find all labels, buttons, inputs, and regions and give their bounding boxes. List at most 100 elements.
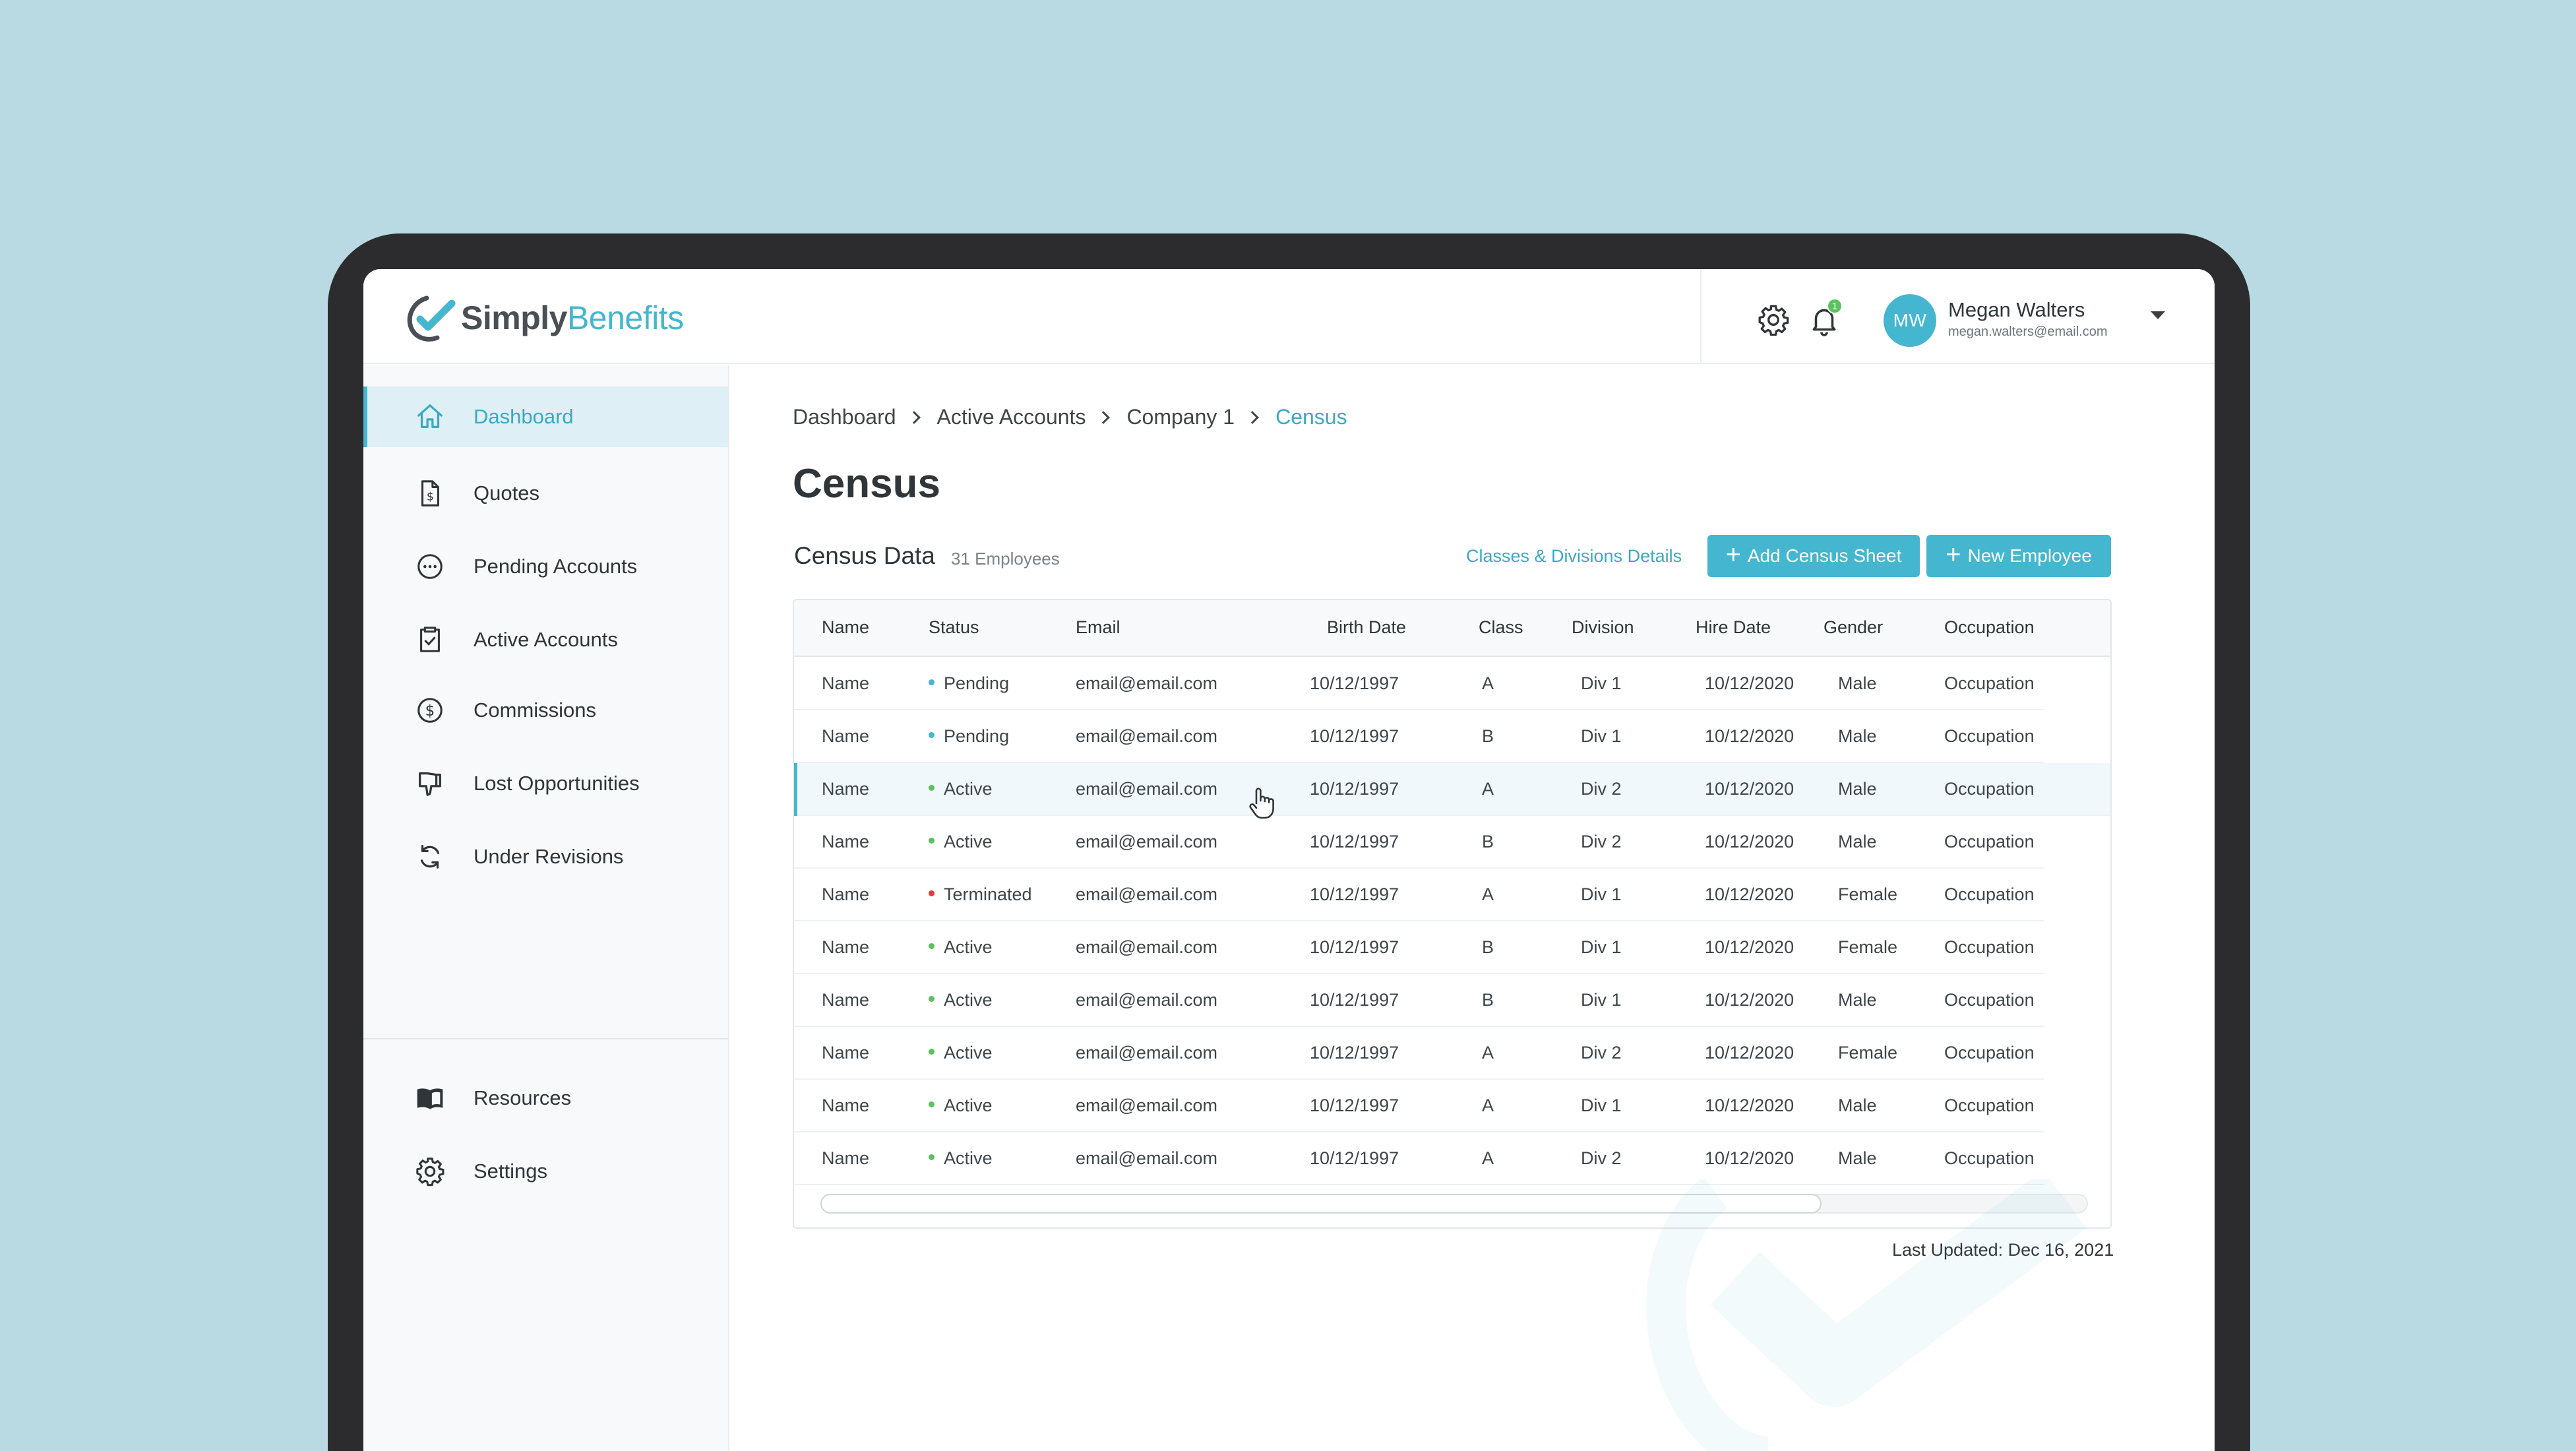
breadcrumb-company[interactable]: Company 1 [1126,405,1235,429]
cell-class: A [1482,1148,1494,1168]
cell-email: email@email.com [1076,1148,1217,1168]
status-label: Active [944,779,993,799]
cell-class: A [1482,1096,1494,1115]
cell-hire-date: 10/12/2020 [1705,726,1794,746]
sidebar-item-dashboard[interactable]: Dashboard [363,386,728,447]
logo-simply: Simply [461,299,567,336]
cell-occupation: Occupation [1944,1096,2035,1115]
cell-gender: Female [1838,937,1898,957]
column-header-status[interactable]: Status [929,617,979,637]
sidebar-item-label: Resources [474,1086,572,1109]
cell-hire-date: 10/12/2020 [1705,832,1794,851]
cell-occupation: Occupation [1944,937,2035,957]
column-header-hire-date[interactable]: Hire Date [1696,617,1771,637]
column-header-name[interactable]: Name [822,617,870,637]
cell-division: Div 1 [1581,1096,1622,1115]
cell-birth-date: 10/12/1997 [1310,990,1399,1010]
cell-division: Div 1 [1581,884,1622,904]
sidebar-item-commissions[interactable]: $ Commissions [363,680,728,741]
table-row[interactable]: Name Active email@email.com 10/12/1997 A Div … [794,1080,2044,1132]
status-label: Terminated [944,884,1032,904]
chevron-right-icon [1246,410,1259,424]
document-dollar-icon: $ [421,480,439,507]
cell-class: B [1482,937,1494,957]
breadcrumb-active-accounts[interactable]: Active Accounts [936,405,1086,429]
add-census-sheet-button[interactable]: + Add Census Sheet [1707,535,1920,577]
table-row[interactable]: Name Active email@email.com 10/12/1997 B Div … [794,816,2044,869]
sidebar-item-under-revisions[interactable]: Under Revisions [363,826,728,887]
table-row[interactable]: Name Active email@email.com 10/12/1997 B Div … [794,974,2044,1027]
cell-gender: Male [1838,726,1877,746]
sidebar-item-quotes[interactable]: $ Quotes [363,463,728,524]
column-header-class[interactable]: Class [1479,617,1523,637]
cell-occupation: Occupation [1944,884,2035,904]
cell-birth-date: 10/12/1997 [1310,726,1399,746]
section-title: Census Data [794,542,935,569]
svg-text:$: $ [427,491,434,504]
column-header-division[interactable]: Division [1572,617,1634,637]
sidebar-item-label: Under Revisions [474,845,624,868]
cell-birth-date: 10/12/1997 [1310,1096,1399,1115]
table-row[interactable]: Name Pending email@email.com 10/12/1997 A Div… [794,658,2044,710]
logo-text: SimplyBenefits [461,299,684,337]
horizontal-scrollbar-thumb[interactable] [820,1194,1822,1214]
dots-circle-icon [417,554,443,579]
breadcrumb: Dashboard Active Accounts Company 1 Cens… [793,405,1347,429]
cell-birth-date: 10/12/1997 [1310,832,1399,851]
breadcrumb-dashboard[interactable]: Dashboard [793,405,896,429]
classes-divisions-link[interactable]: Classes & Divisions Details [1466,546,1682,566]
cell-email: email@email.com [1076,1043,1217,1063]
sidebar-item-label: Lost Opportunities [474,772,640,795]
cell-status: Pending [929,673,1009,694]
cell-hire-date: 10/12/2020 [1705,884,1794,904]
notification-bell-icon[interactable] [1808,303,1841,336]
cell-class: B [1482,990,1494,1010]
cell-email: email@email.com [1076,884,1217,904]
table-row[interactable]: Name Active email@email.com 10/12/1997 A Div … [794,763,2110,816]
sidebar-item-label: Commissions [474,698,597,722]
app-screen: SimplyBenefits 1 MW Megan Walters megan.… [363,269,2215,1451]
table-header: Name Status Email Birth Date Class Divis… [794,600,2110,657]
cell-name: Name [822,884,870,904]
sidebar-item-settings[interactable]: Settings [363,1141,728,1202]
sidebar-item-resources[interactable]: Resources [363,1068,728,1128]
cell-email: email@email.com [1076,673,1217,693]
user-menu-caret-icon[interactable] [2151,311,2165,319]
sidebar-item-label: Quotes [474,481,539,505]
logo[interactable]: SimplyBenefits [404,293,684,343]
cell-division: Div 1 [1581,673,1622,693]
new-employee-button[interactable]: + New Employee [1926,535,2111,577]
user-name[interactable]: Megan Walters [1948,298,2085,321]
plus-icon: + [1725,540,1741,569]
gear-icon [416,1158,445,1187]
table-row[interactable]: Name Active email@email.com 10/12/1997 B Div … [794,921,2044,974]
table-row[interactable]: Name Active email@email.com 10/12/1997 A Div … [794,1027,2044,1080]
top-header: SimplyBenefits 1 MW Megan Walters megan.… [363,269,2215,364]
cell-gender: Male [1838,832,1877,851]
cell-name: Name [822,779,870,799]
cell-gender: Male [1838,779,1877,799]
status-label: Pending [944,726,1010,746]
column-header-birth-date[interactable]: Birth Date [1327,617,1407,637]
column-header-occupation[interactable]: Occupation [1944,617,2035,637]
new-employee-label: New Employee [1967,545,2092,566]
avatar[interactable]: MW [1884,294,1936,347]
refresh-icon [420,845,440,869]
cell-email: email@email.com [1076,726,1217,746]
cell-birth-date: 10/12/1997 [1310,1148,1399,1168]
cell-class: A [1482,779,1494,799]
sidebar-item-active-accounts[interactable]: Active Accounts [363,609,728,670]
sidebar-item-lost-opportunities[interactable]: Lost Opportunities [363,753,728,814]
cell-status: Active [929,779,993,799]
table-row[interactable]: Name Terminated email@email.com 10/12/1997 A… [794,869,2044,921]
table-row[interactable]: Name Active email@email.com 10/12/1997 A Div … [794,1132,2044,1185]
cell-gender: Male [1838,990,1877,1010]
sidebar-item-pending-accounts[interactable]: Pending Accounts [363,536,728,597]
settings-gear-icon[interactable] [1757,303,1790,336]
cell-hire-date: 10/12/2020 [1705,673,1794,693]
table-row[interactable]: Name Pending email@email.com 10/12/1997 B Div… [794,710,2044,763]
cell-email: email@email.com [1076,990,1217,1010]
cell-status: Active [929,1148,993,1169]
column-header-gender[interactable]: Gender [1824,617,1884,637]
column-header-email[interactable]: Email [1076,617,1120,637]
